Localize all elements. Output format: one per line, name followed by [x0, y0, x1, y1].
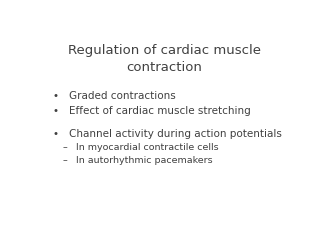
Text: •: • [52, 106, 58, 116]
Text: Regulation of cardiac muscle
contraction: Regulation of cardiac muscle contraction [68, 44, 260, 74]
Text: –: – [62, 156, 67, 165]
Text: Channel activity during action potentials: Channel activity during action potential… [68, 129, 281, 139]
Text: Graded contractions: Graded contractions [68, 91, 175, 101]
Text: –: – [62, 144, 67, 152]
Text: Effect of cardiac muscle stretching: Effect of cardiac muscle stretching [68, 106, 250, 116]
Text: In myocardial contractile cells: In myocardial contractile cells [76, 144, 219, 152]
Text: In autorhythmic pacemakers: In autorhythmic pacemakers [76, 156, 212, 165]
Text: •: • [52, 91, 58, 101]
Text: •: • [52, 129, 58, 139]
